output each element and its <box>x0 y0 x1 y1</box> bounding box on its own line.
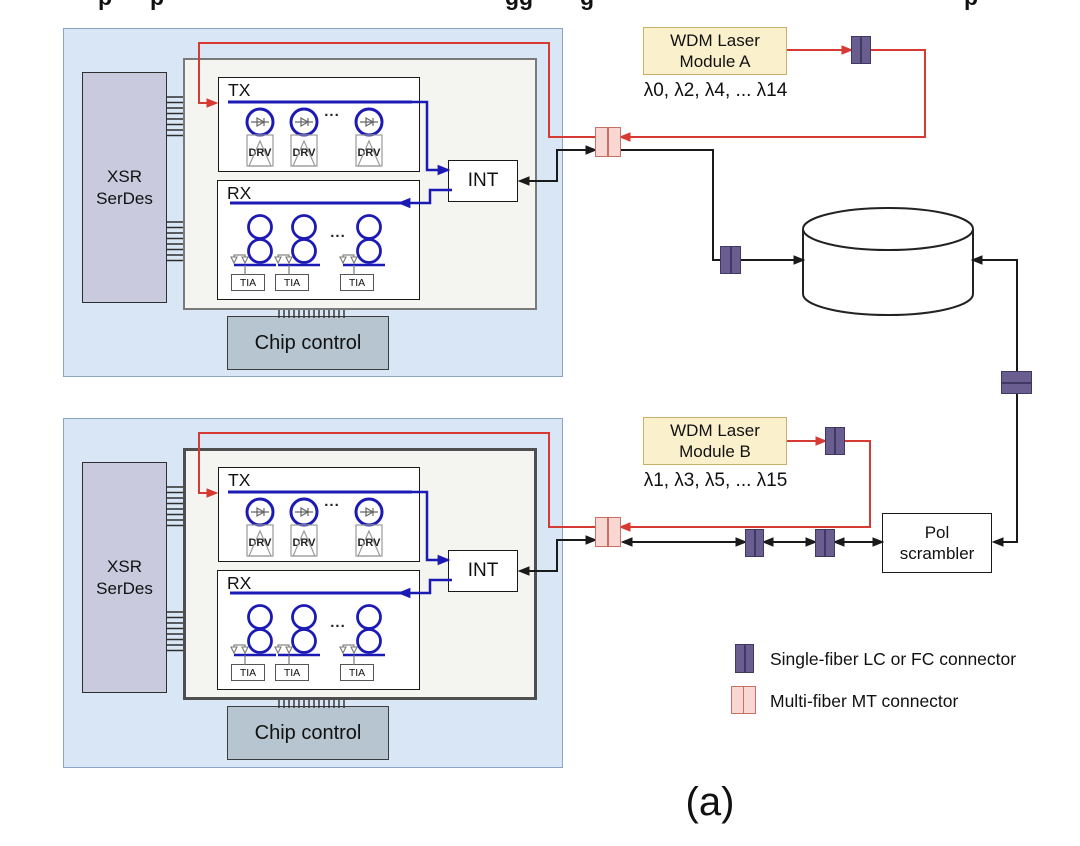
tia-label: TIA <box>348 666 366 679</box>
mt-connector-icon <box>595 517 621 547</box>
cropped-caption-fragments: p p gg g p <box>0 0 1080 12</box>
rx-label: RX <box>227 183 252 203</box>
serdes-label-line2: SerDes <box>96 188 153 208</box>
tx-block-a: TX <box>218 77 420 172</box>
mt-a-to-spool-fiber <box>621 149 806 265</box>
scrambler-to-spool-fiber <box>970 255 1018 547</box>
lc-connector-icon <box>720 246 741 274</box>
laser-a-wavelengths: λ0, λ2, λ4, ... λ14 <box>643 80 788 101</box>
legend-multi-fiber-label: Multi-fiber MT connector <box>770 691 959 711</box>
tia-label: TIA <box>348 276 366 289</box>
laser-b-line2: Module B <box>679 442 751 461</box>
tx-to-int-waveguide <box>412 100 451 176</box>
tia-label: TIA <box>239 666 257 679</box>
drv-label: DRV <box>357 537 381 549</box>
int-label: INT <box>467 170 499 191</box>
laser-b-wavelengths: λ1, λ3, λ5, ... λ15 <box>643 470 788 491</box>
drv-label: DRV <box>248 537 272 549</box>
chip-control-b: Chip control <box>227 706 389 760</box>
serdes-bus-icon <box>165 221 184 262</box>
int-to-mt-fiber <box>517 145 598 186</box>
drv-label: DRV <box>357 147 381 159</box>
laser-b-line1: WDM Laser <box>670 421 760 440</box>
control-bus-icon <box>278 309 345 319</box>
xsr-serdes-block-b: XSR SerDes <box>82 462 167 693</box>
laser-a-line1: WDM Laser <box>670 31 760 50</box>
caption-fragment: gg <box>505 0 533 11</box>
caption-fragment: p <box>964 0 978 11</box>
caption-fragment: g <box>580 0 594 11</box>
tia-block: TIA <box>231 664 265 681</box>
drv-label: DRV <box>292 537 316 549</box>
serdes-bus-icon <box>165 96 184 137</box>
serdes-label-line2: SerDes <box>96 578 153 598</box>
smf-spool-icon <box>802 207 974 316</box>
drv-label: DRV <box>248 147 272 159</box>
serdes-label-line1: XSR <box>107 556 142 576</box>
ellipsis: ... <box>330 614 346 631</box>
tia-block: TIA <box>231 274 265 291</box>
int-block-a: INT <box>448 160 518 202</box>
laser-a-line2: Module A <box>679 52 751 71</box>
tx-block-b: TX <box>218 467 420 562</box>
tia-block: TIA <box>275 274 309 291</box>
lc-connector-icon <box>825 427 845 455</box>
wdm-laser-module-b: WDM Laser Module B <box>643 417 787 465</box>
rx-label: RX <box>227 573 252 593</box>
tia-label: TIA <box>283 276 301 289</box>
int-block-b: INT <box>448 550 518 592</box>
tia-block: TIA <box>340 664 374 681</box>
xsr-serdes-block-a: XSR SerDes <box>82 72 167 303</box>
serdes-label-line1: XSR <box>107 166 142 186</box>
tx-label: TX <box>228 470 251 490</box>
lc-connector-icon <box>815 529 835 557</box>
lc-connector-icon <box>745 529 764 557</box>
pol-scrambler-line1: Pol <box>924 523 950 542</box>
drv-label: DRV <box>292 147 316 159</box>
caption-fragment: p <box>98 0 112 11</box>
chip-control-label: Chip control <box>254 721 362 744</box>
legend-single-fiber-label: Single-fiber LC or FC connector <box>770 649 1017 669</box>
int-to-rx-waveguide <box>397 188 452 209</box>
tia-label: TIA <box>239 276 257 289</box>
lc-connector-icon <box>1001 371 1032 394</box>
lc-to-mt-a-fiber <box>618 49 926 142</box>
lc-connector-icon <box>851 36 871 64</box>
chip-control-a: Chip control <box>227 316 389 370</box>
int-label: INT <box>467 560 499 581</box>
wdm-laser-module-a: WDM Laser Module A <box>643 27 787 75</box>
pol-scrambler-line2: scrambler <box>899 544 975 563</box>
ellipsis: ... <box>324 103 340 120</box>
chip-control-label: Chip control <box>254 331 362 354</box>
ellipsis: ... <box>330 224 346 241</box>
caption-fragment: p <box>150 0 164 11</box>
tia-block: TIA <box>340 274 374 291</box>
mt-connector-legend-icon <box>731 686 756 714</box>
tia-block: TIA <box>275 664 309 681</box>
tia-label: TIA <box>283 666 301 679</box>
mt-connector-icon <box>595 127 621 157</box>
ellipsis: ... <box>324 493 340 510</box>
lc-to-mt-b-fiber <box>618 440 871 532</box>
tx-label: TX <box>228 80 251 100</box>
laser-feed-into-tx <box>198 42 595 138</box>
subfigure-label: (a) <box>685 780 735 824</box>
lc-connector-legend-icon <box>735 644 754 673</box>
